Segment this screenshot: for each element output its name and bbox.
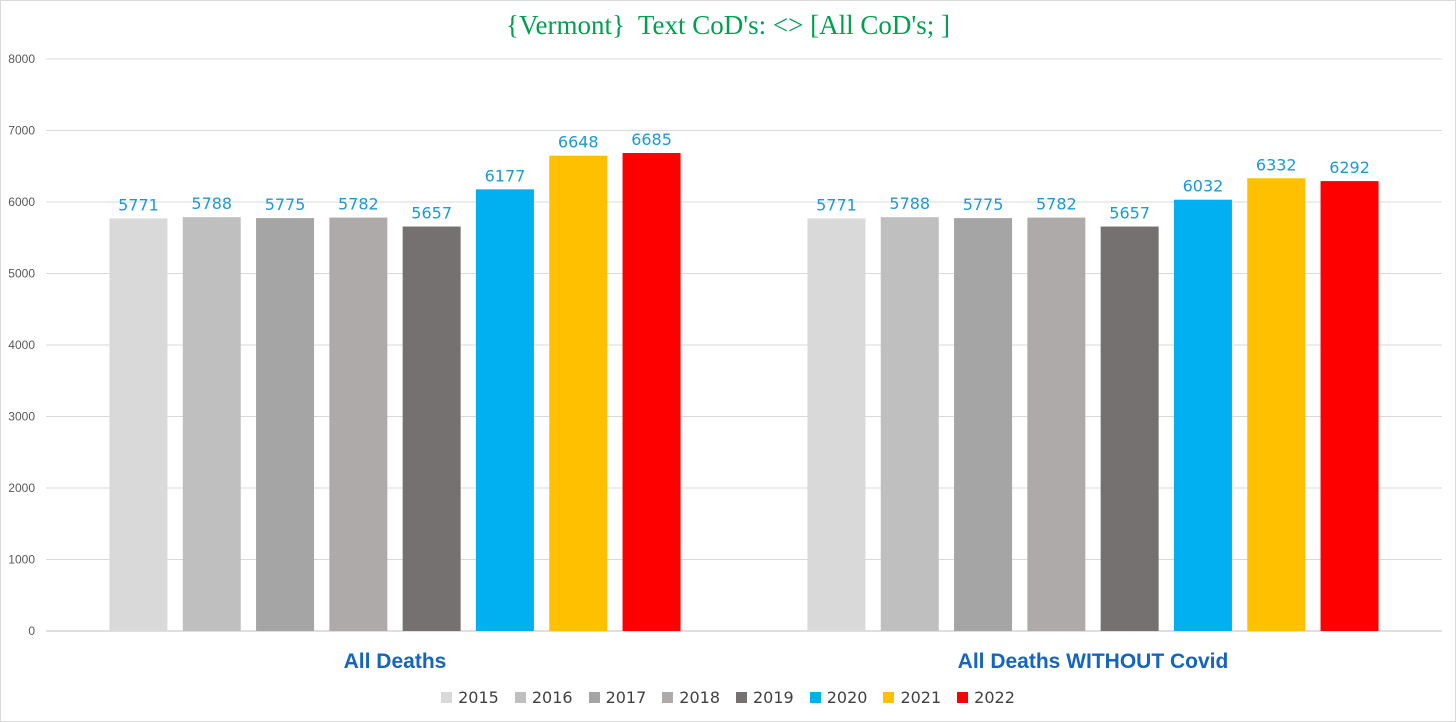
data-label: 6332: [1256, 155, 1297, 174]
legend: 2015 2016 2017 2018 2019 2020 2021 2022: [0, 688, 1456, 707]
y-tick-label: 7000: [8, 124, 35, 138]
category-label: All Deaths WITHOUT Covid: [958, 650, 1229, 673]
bar: [1247, 178, 1306, 631]
legend-swatch: [883, 692, 895, 703]
data-label: 5788: [191, 194, 232, 213]
y-tick-label: 3000: [8, 410, 35, 424]
y-tick-label: 6000: [8, 195, 35, 209]
legend-label: 2015: [458, 688, 499, 707]
bar: [807, 218, 866, 631]
legend-swatch: [662, 692, 674, 703]
category-label: All Deaths: [344, 650, 447, 673]
legend-label: 2017: [605, 688, 647, 707]
bar: [954, 218, 1013, 631]
legend-item: 2019: [736, 688, 794, 707]
y-tick-label: 0: [28, 624, 35, 638]
legend-label: 2018: [679, 688, 720, 707]
legend-swatch: [588, 692, 600, 703]
legend-label: 2016: [531, 688, 573, 707]
bar: [182, 217, 241, 631]
bar: [475, 189, 534, 632]
legend-swatch: [809, 692, 821, 703]
data-label: 5657: [411, 204, 452, 223]
legend-label: 2021: [900, 688, 942, 707]
data-label: 5657: [1109, 204, 1150, 223]
y-tick-label: 5000: [8, 267, 35, 281]
legend-item: 2021: [883, 688, 941, 707]
data-label: 6292: [1329, 158, 1370, 177]
data-label: 5771: [816, 195, 857, 214]
bar: [1100, 226, 1159, 631]
data-label: 5771: [118, 195, 159, 214]
legend-label: 2019: [753, 688, 794, 707]
y-tick-label: 2000: [8, 481, 35, 495]
data-label: 5775: [265, 195, 306, 214]
bar: [329, 217, 388, 631]
y-tick-label: 8000: [8, 52, 35, 66]
legend-label: 2020: [826, 688, 868, 707]
bar: [880, 217, 939, 631]
legend-label: 2022: [974, 688, 1015, 707]
data-label: 5775: [963, 195, 1004, 214]
bar: [256, 218, 315, 631]
bar: [1320, 181, 1379, 631]
legend-item: 2015: [441, 688, 499, 707]
legend-swatch: [514, 692, 526, 703]
data-label: 6032: [1183, 177, 1224, 196]
legend-item: 2020: [809, 688, 868, 707]
y-tick-label: 4000: [8, 338, 35, 352]
data-label: 6685: [631, 130, 672, 149]
bar: [109, 218, 168, 631]
legend-item: 2018: [662, 688, 720, 707]
bar: [402, 226, 461, 631]
legend-item: 2022: [957, 688, 1015, 707]
data-label: 6177: [485, 166, 526, 185]
legend-item: 2017: [588, 688, 647, 707]
y-tick-label: 1000: [8, 553, 35, 567]
bar: [1173, 199, 1232, 631]
bar: [1027, 217, 1086, 631]
legend-swatch: [957, 692, 969, 703]
chart-title: {Vermont} Text CoD's: <> [All CoD's; ]: [506, 10, 950, 40]
legend-swatch: [441, 692, 453, 703]
legend-item: 2016: [514, 688, 573, 707]
bar: [622, 153, 681, 631]
data-label: 5782: [1036, 195, 1077, 214]
data-label: 5788: [889, 194, 930, 213]
legend-swatch: [736, 692, 747, 703]
data-label: 5782: [338, 195, 379, 214]
data-label: 6648: [558, 133, 599, 152]
bar: [549, 155, 608, 631]
